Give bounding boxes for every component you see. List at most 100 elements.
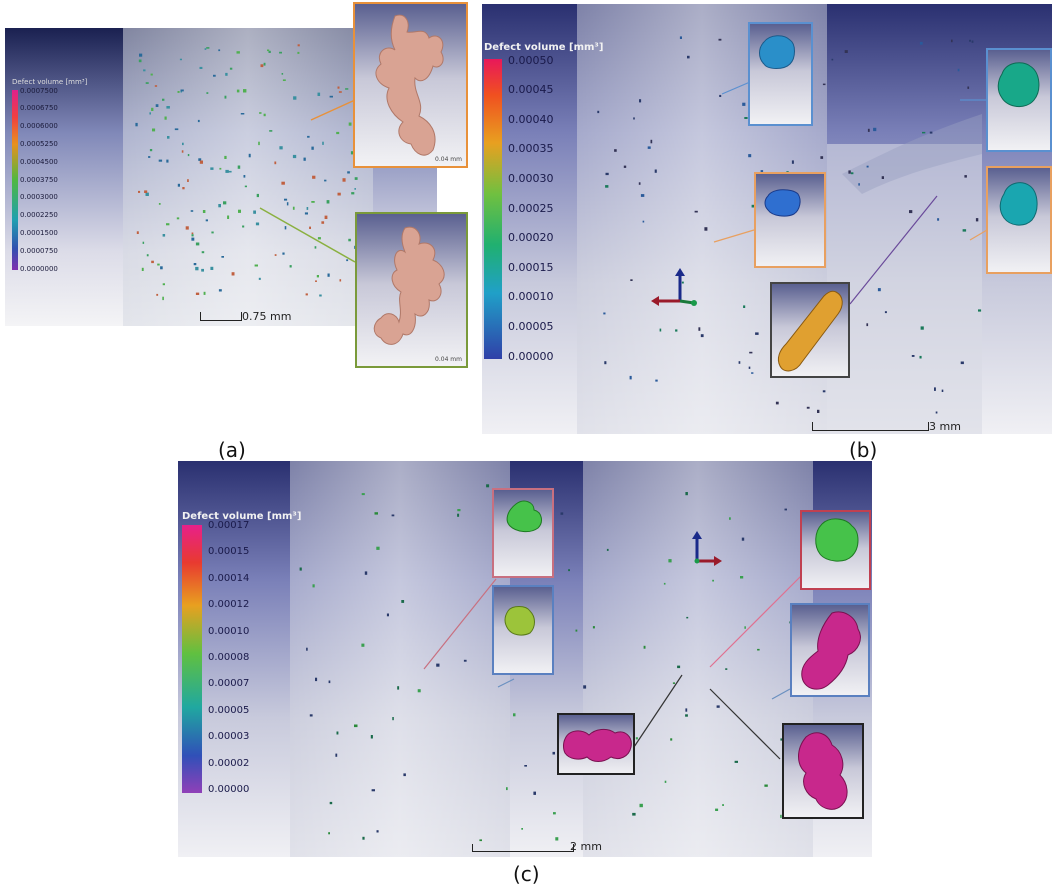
defect-mark: [715, 808, 719, 811]
defect-mark: [623, 165, 627, 168]
defect-mark: [158, 203, 161, 205]
defect-mark: [806, 406, 810, 409]
defect-mark: [937, 218, 940, 221]
defect-mark: [297, 51, 300, 54]
defect-mark: [362, 836, 365, 840]
defect-mark: [281, 181, 285, 185]
defect-mark: [263, 62, 266, 66]
defect-mark: [312, 175, 316, 179]
legend-title: Defect volume [mm³]: [182, 511, 302, 522]
defect-mark: [337, 86, 340, 89]
panel-c-caption: (c): [513, 862, 540, 886]
defect-mark: [960, 361, 964, 365]
defect-mark: [734, 760, 738, 763]
defect-mark: [243, 89, 247, 93]
defect-mark: [219, 167, 222, 170]
scale-bar-label: 0.75 mm: [242, 310, 292, 323]
defect-mark: [187, 154, 190, 157]
defect-mark: [370, 735, 373, 739]
defect-mark: [417, 689, 421, 693]
defect-mark: [157, 263, 160, 266]
defect-mark: [603, 312, 606, 315]
defect-mark: [193, 263, 197, 266]
defect-mark: [866, 165, 869, 168]
legend-tick-label: 0.00020: [508, 231, 554, 245]
legend-tick-label: 0.00040: [508, 112, 554, 126]
defect-mark: [479, 839, 482, 842]
defect-mark: [873, 127, 877, 132]
defect-mark: [254, 264, 258, 267]
defect-mark: [224, 155, 227, 159]
defect-mark: [248, 153, 251, 158]
defect-mark: [457, 513, 460, 517]
defect-mark: [329, 95, 333, 98]
panel-c-inset-5: [557, 713, 635, 775]
defect-mark: [672, 682, 675, 684]
defect-mark: [258, 141, 260, 146]
defect-mark: [221, 256, 224, 258]
defect-mark: [284, 226, 287, 230]
defect-mark: [969, 39, 971, 42]
legend-tick-label: 0.0003000: [20, 193, 58, 202]
legend-colorbar: [12, 90, 18, 270]
defect-mark: [685, 708, 688, 712]
panel-c-inset-2: [492, 585, 554, 675]
defect-mark: [361, 643, 365, 647]
defect-mark: [552, 751, 555, 755]
defect-mark: [326, 200, 330, 204]
defect-mark: [336, 131, 340, 135]
defect-mark: [268, 50, 271, 53]
axis-triad: [651, 268, 697, 306]
defect-mark: [144, 190, 148, 193]
defect-mark: [650, 139, 653, 144]
defect-mark: [654, 169, 657, 173]
defect-mark: [844, 50, 848, 53]
panel-b-legend: Defect volume [mm³] 0.00050 0.00045 0.0004…: [484, 42, 603, 372]
defect-mark: [605, 185, 609, 188]
defect-mark: [274, 161, 277, 165]
defect-mark: [391, 514, 395, 517]
defect-mark: [975, 218, 979, 222]
panel-a-legend: Defect volume [mm³] 0.0007500 0.0006750 0.…: [10, 78, 90, 278]
defect-mark: [229, 67, 233, 70]
defect-mark: [639, 803, 643, 808]
defect-mark: [361, 493, 365, 496]
defect-mark: [866, 323, 869, 327]
legend-tick-label: 0.00030: [508, 171, 554, 185]
defect-mark: [197, 119, 200, 123]
inset-scale-label: 0.04 mm: [435, 356, 462, 363]
defect-mark: [884, 311, 887, 314]
defect-mark: [718, 38, 722, 41]
defect-mark: [199, 160, 203, 164]
defect-mark: [675, 329, 678, 332]
defect-mark: [149, 112, 151, 115]
defect-mark: [160, 266, 163, 270]
defect-mark: [655, 379, 658, 382]
panel-a-inset-top: 0.04 mm: [353, 2, 468, 168]
defect-mark: [145, 82, 149, 84]
defect-mark: [831, 58, 834, 61]
defect-mark: [748, 366, 751, 369]
defect-mark: [218, 204, 221, 208]
defect-mark: [311, 146, 314, 150]
defect-mark: [190, 210, 194, 212]
defect-mark: [316, 275, 319, 278]
defect-mark: [138, 190, 141, 193]
defect-mark: [210, 167, 214, 170]
defect-mark: [376, 546, 380, 550]
defect-mark: [255, 222, 260, 226]
defect-mark: [848, 170, 851, 174]
defect-mark: [687, 55, 690, 59]
defect-mark: [174, 128, 179, 131]
defect-mark: [967, 86, 970, 89]
defect-mark: [328, 832, 330, 835]
defect-mark: [614, 149, 617, 152]
defect-mark: [978, 309, 982, 312]
legend-colorbar: [182, 525, 202, 793]
defect-mark: [306, 207, 309, 210]
defect-mark: [339, 279, 342, 282]
defect-mark: [148, 156, 151, 158]
defect-mark: [605, 172, 609, 176]
defect-mark: [376, 830, 379, 833]
panel-a-inset-bottom: 0.04 mm: [355, 212, 468, 368]
